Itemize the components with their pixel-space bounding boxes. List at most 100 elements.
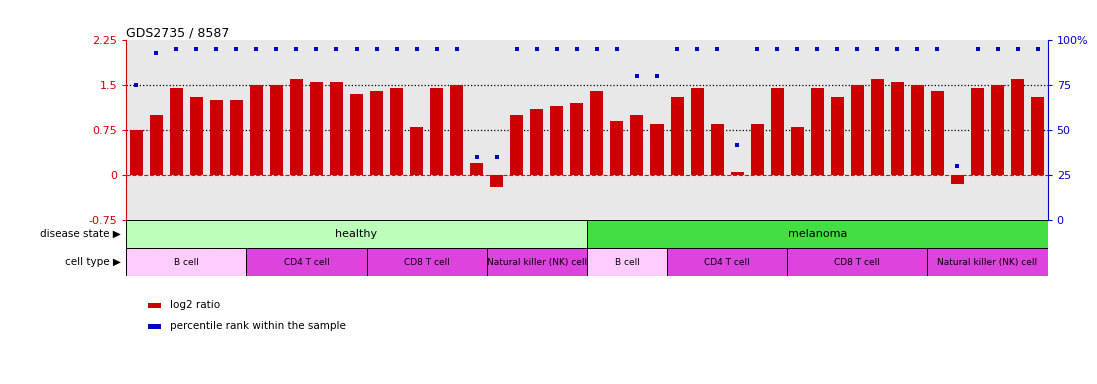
Bar xyxy=(430,88,443,175)
Bar xyxy=(670,97,683,175)
Bar xyxy=(587,248,667,276)
Bar xyxy=(126,248,247,276)
Bar xyxy=(366,248,487,276)
Text: melanoma: melanoma xyxy=(788,229,847,239)
Bar xyxy=(590,91,603,175)
Point xyxy=(328,46,346,52)
Point xyxy=(709,46,726,52)
Bar xyxy=(450,85,463,175)
Point xyxy=(668,46,686,52)
Point xyxy=(268,46,285,52)
Point xyxy=(307,46,325,52)
Bar xyxy=(570,103,584,175)
Text: log2 ratio: log2 ratio xyxy=(170,300,220,310)
Point xyxy=(768,46,785,52)
Bar xyxy=(250,85,263,175)
Bar xyxy=(811,88,824,175)
Bar xyxy=(391,88,403,175)
Bar xyxy=(490,175,504,187)
Bar xyxy=(851,85,863,175)
Point xyxy=(508,46,525,52)
Point xyxy=(629,73,646,79)
Bar xyxy=(651,124,664,175)
Point xyxy=(789,46,806,52)
Bar xyxy=(290,79,303,175)
Point xyxy=(869,46,886,52)
Point xyxy=(929,46,947,52)
Point xyxy=(227,46,245,52)
Point xyxy=(147,50,165,56)
Bar xyxy=(310,82,323,175)
Bar xyxy=(830,97,844,175)
Bar xyxy=(927,248,1048,276)
Point xyxy=(748,46,766,52)
Point xyxy=(889,46,906,52)
Point xyxy=(168,46,185,52)
Bar xyxy=(971,88,984,175)
Text: B cell: B cell xyxy=(614,258,640,267)
Point xyxy=(408,46,426,52)
Bar xyxy=(891,82,904,175)
Point xyxy=(908,46,926,52)
Text: CD4 T cell: CD4 T cell xyxy=(704,258,750,267)
Point xyxy=(207,46,225,52)
Point xyxy=(808,46,826,52)
Point xyxy=(127,82,145,88)
Bar xyxy=(471,163,484,175)
Text: healthy: healthy xyxy=(336,229,377,239)
Bar xyxy=(370,91,383,175)
Point xyxy=(448,46,465,52)
Point xyxy=(428,46,445,52)
Point xyxy=(828,46,846,52)
Text: CD8 T cell: CD8 T cell xyxy=(835,258,880,267)
Point xyxy=(588,46,606,52)
Point xyxy=(388,46,406,52)
Bar xyxy=(951,175,964,184)
Text: Natural killer (NK) cell: Natural killer (NK) cell xyxy=(938,258,1038,267)
Bar xyxy=(330,82,343,175)
Text: CD4 T cell: CD4 T cell xyxy=(283,258,329,267)
Bar xyxy=(691,88,703,175)
Point xyxy=(367,46,385,52)
Bar xyxy=(931,91,943,175)
Bar xyxy=(551,106,564,175)
Point xyxy=(949,163,966,169)
Text: percentile rank within the sample: percentile rank within the sample xyxy=(170,321,346,331)
Bar xyxy=(610,121,623,175)
Point xyxy=(1009,46,1027,52)
Bar xyxy=(1031,97,1044,175)
Point xyxy=(688,46,705,52)
Bar xyxy=(149,115,162,175)
Point xyxy=(1029,46,1047,52)
Text: CD8 T cell: CD8 T cell xyxy=(404,258,450,267)
Bar xyxy=(530,109,543,175)
Text: GDS2735 / 8587: GDS2735 / 8587 xyxy=(126,26,229,39)
Text: B cell: B cell xyxy=(173,258,199,267)
Point xyxy=(548,46,566,52)
Text: Natural killer (NK) cell: Natural killer (NK) cell xyxy=(487,258,587,267)
Bar xyxy=(750,124,764,175)
Text: cell type ▶: cell type ▶ xyxy=(65,257,121,267)
Bar xyxy=(210,100,223,175)
Point xyxy=(648,73,666,79)
Bar xyxy=(230,100,242,175)
Bar xyxy=(510,115,523,175)
Bar xyxy=(129,130,143,175)
Bar xyxy=(991,85,1004,175)
Bar xyxy=(911,85,924,175)
Point xyxy=(528,46,545,52)
Bar xyxy=(487,248,587,276)
Point xyxy=(849,46,867,52)
Bar xyxy=(410,127,423,175)
Bar xyxy=(350,94,363,175)
Bar xyxy=(247,248,366,276)
Point xyxy=(988,46,1006,52)
Bar xyxy=(270,85,283,175)
Bar xyxy=(771,88,783,175)
Point xyxy=(468,154,486,160)
Bar xyxy=(711,124,724,175)
Bar xyxy=(791,127,804,175)
Point xyxy=(969,46,986,52)
Point xyxy=(488,154,506,160)
Text: disease state ▶: disease state ▶ xyxy=(39,229,121,239)
